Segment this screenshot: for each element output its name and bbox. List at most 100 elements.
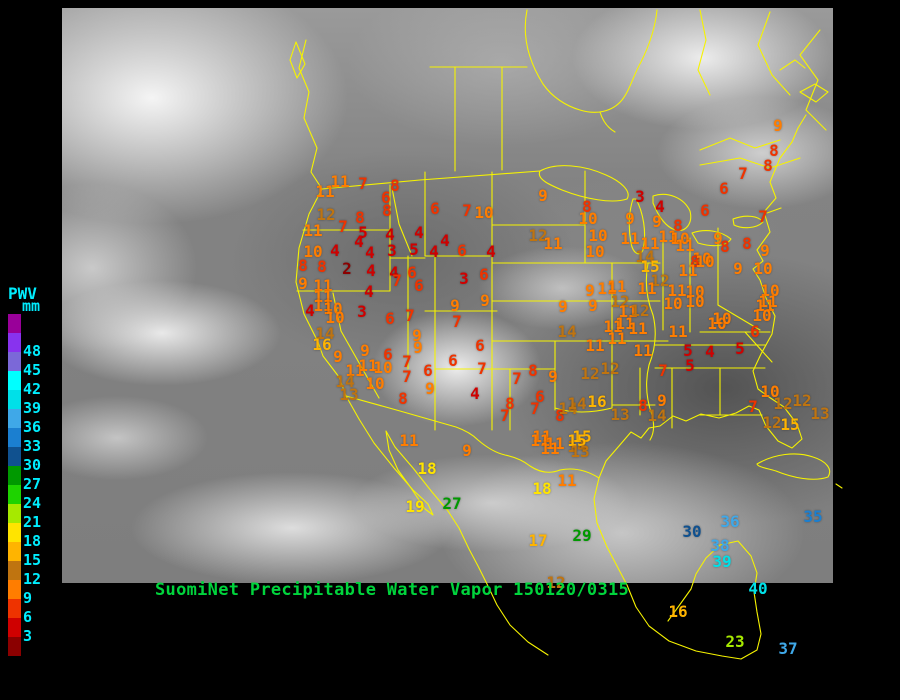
station-value: 11 <box>667 281 687 301</box>
legend-label: 36 <box>23 418 42 436</box>
station-value: 6 <box>430 199 440 219</box>
station-value: 8 <box>763 156 773 176</box>
legend-bin: 12 <box>6 561 62 588</box>
coastline-mexico-yucatan <box>593 477 762 660</box>
station-value: 15 <box>567 431 587 451</box>
legend-label: 3 <box>23 627 33 645</box>
legend-label: 30 <box>23 456 42 474</box>
station-value: 12 <box>773 394 793 414</box>
station-value: 10 <box>760 281 780 301</box>
station-value: 10 <box>373 358 393 378</box>
station-value: 11 <box>640 234 660 254</box>
legend-bin: 36 <box>6 409 62 436</box>
station-value: 7 <box>358 174 368 194</box>
legend-swatch <box>8 352 21 371</box>
legend-label: 39 <box>23 399 42 417</box>
station-value: 4 <box>305 301 315 321</box>
legend-bin: 18 <box>6 523 62 550</box>
station-value: 8 <box>673 216 683 236</box>
station-value: 11 <box>545 434 565 454</box>
station-value: 4 <box>440 231 450 251</box>
station-value: 4 <box>429 242 439 262</box>
station-value: 8 <box>505 394 515 414</box>
station-value: 6 <box>381 188 391 208</box>
station-value: 5 <box>409 240 419 260</box>
station-value: 15 <box>640 257 660 277</box>
station-value: 11 <box>585 336 605 356</box>
station-value: 10 <box>760 382 780 402</box>
legend-bin: 27 <box>6 466 62 493</box>
station-value: 30 <box>682 522 702 542</box>
station-value: 11 <box>618 302 638 322</box>
station-value: 10 <box>753 259 773 279</box>
station-value: 11 <box>303 221 323 241</box>
station-value: 37 <box>778 639 798 659</box>
station-value: 8 <box>355 208 365 228</box>
legend-bin: 9 <box>6 580 62 607</box>
legend-bin: 33 <box>6 428 62 455</box>
station-value: 9 <box>652 212 662 232</box>
station-value: 8 <box>390 176 400 196</box>
station-value: 11 <box>755 296 775 316</box>
station-value: 7 <box>758 207 768 227</box>
legend-bin <box>6 637 62 656</box>
legend-bin: 3 <box>6 618 62 645</box>
legend-bin: 21 <box>6 504 62 531</box>
station-value: 8 <box>555 406 565 426</box>
product-caption: SuomiNet Precipitable Water Vapor 150120… <box>155 580 630 600</box>
legend-swatch <box>8 466 21 485</box>
station-value: 6 <box>719 179 729 199</box>
station-value: 7 <box>748 397 758 417</box>
station-value: 7 <box>658 361 668 381</box>
station-value: 11 <box>603 317 623 337</box>
legend-label: 27 <box>23 475 42 493</box>
station-value: 19 <box>405 497 425 517</box>
legend-swatch <box>8 333 21 352</box>
station-value: 9 <box>588 296 598 316</box>
station-value: 5 <box>683 341 693 361</box>
station-value: 2 <box>342 259 352 279</box>
legend-swatch <box>8 618 21 637</box>
station-value: 14 <box>315 324 335 344</box>
station-value: 10 <box>670 229 690 249</box>
station-value: 7 <box>338 217 348 237</box>
station-value: 7 <box>452 312 462 332</box>
us-canada-border <box>321 170 541 190</box>
station-value: 12 <box>528 226 548 246</box>
legend-swatch <box>8 542 21 561</box>
station-value: 11 <box>399 431 419 451</box>
station-value: 14 <box>635 247 655 267</box>
station-value: 10 <box>323 299 343 319</box>
station-value: 11 <box>607 277 627 297</box>
station-value: 10 <box>585 242 605 262</box>
station-value: 11 <box>658 227 678 247</box>
station-value: 11 <box>313 276 333 296</box>
station-value: 6 <box>457 241 467 261</box>
station-value: 6 <box>407 263 417 283</box>
legend-label: 9 <box>23 589 33 607</box>
station-value: 14 <box>557 322 577 342</box>
station-value: 6 <box>750 322 760 342</box>
station-value: 11 <box>313 287 333 307</box>
station-value: 11 <box>628 319 648 339</box>
station-value: 9 <box>413 338 423 358</box>
station-value: 7 <box>512 369 522 389</box>
station-value: 27 <box>442 494 462 514</box>
legend-swatch <box>8 637 21 656</box>
station-value: 10 <box>365 374 385 394</box>
station-value: 9 <box>450 296 460 316</box>
us-mexico-border <box>345 395 600 479</box>
legend-title: PWV <box>8 284 37 303</box>
station-value: 12 <box>650 271 670 291</box>
station-value: 6 <box>448 351 458 371</box>
legend-units: mm <box>22 297 41 315</box>
station-value: 7 <box>530 399 540 419</box>
station-value: 18 <box>417 459 437 479</box>
pwv-legend: PWV mm 48 45 42 39 36 33 30 27 24 21 18 15 12 9 6 3 <box>6 284 62 656</box>
station-value: 6 <box>535 387 545 407</box>
station-value: 14 <box>558 399 578 419</box>
station-value: 16 <box>668 602 688 622</box>
lake-michigan <box>628 198 646 255</box>
station-value: 11 <box>607 329 627 349</box>
